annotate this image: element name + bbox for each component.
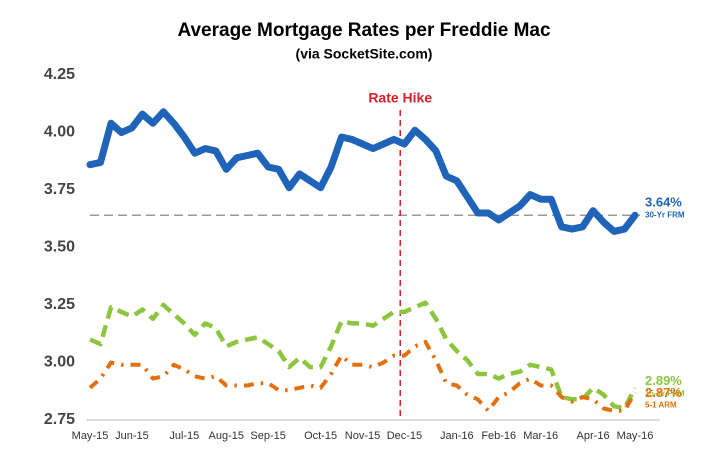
y-tick-label: 3.75 (44, 181, 75, 198)
x-tick-label: Aug-15 (209, 430, 244, 442)
x-tick-label: Oct-15 (304, 430, 337, 442)
y-tick-label: 4.00 (44, 124, 75, 141)
x-tick-label: Jan-16 (440, 430, 474, 442)
chart-subtitle: (via SocketSite.com) (296, 46, 433, 62)
x-tick-label: Dec-15 (387, 430, 422, 442)
y-tick-label: 4.25 (44, 66, 75, 83)
legend-label: 30-Yr FRM (645, 210, 685, 219)
series-line (86, 108, 639, 235)
end-label: 2.89% (645, 373, 682, 388)
series-line (88, 339, 637, 413)
legend-label: 5-1 ARM (645, 401, 677, 410)
x-tick-label: Mar-16 (523, 430, 558, 442)
x-tick-label: Sep-15 (250, 430, 285, 442)
y-tick-label: 2.75 (44, 411, 75, 428)
end-label: 3.64% (645, 195, 682, 210)
chart-title: Average Mortgage Rates per Freddie Mac (177, 20, 551, 41)
series-line (89, 300, 638, 411)
x-tick-label: Feb-16 (481, 430, 516, 442)
x-tick-label: Jun-15 (115, 430, 149, 442)
x-tick-label: May-15 (72, 430, 109, 442)
y-tick-label: 3.25 (44, 296, 75, 313)
y-tick-label: 3.50 (44, 239, 75, 256)
x-tick-label: Apr-16 (577, 430, 610, 442)
y-tick-label: 3.00 (44, 354, 75, 371)
annotation-label: Rate Hike (368, 90, 432, 106)
end-label: 2.87% (645, 385, 682, 400)
legend-label: 15-Yr FRM (645, 389, 685, 398)
x-tick-label: Jul-15 (169, 430, 199, 442)
x-tick-label: May-16 (617, 430, 654, 442)
x-tick-label: Nov-15 (345, 430, 380, 442)
